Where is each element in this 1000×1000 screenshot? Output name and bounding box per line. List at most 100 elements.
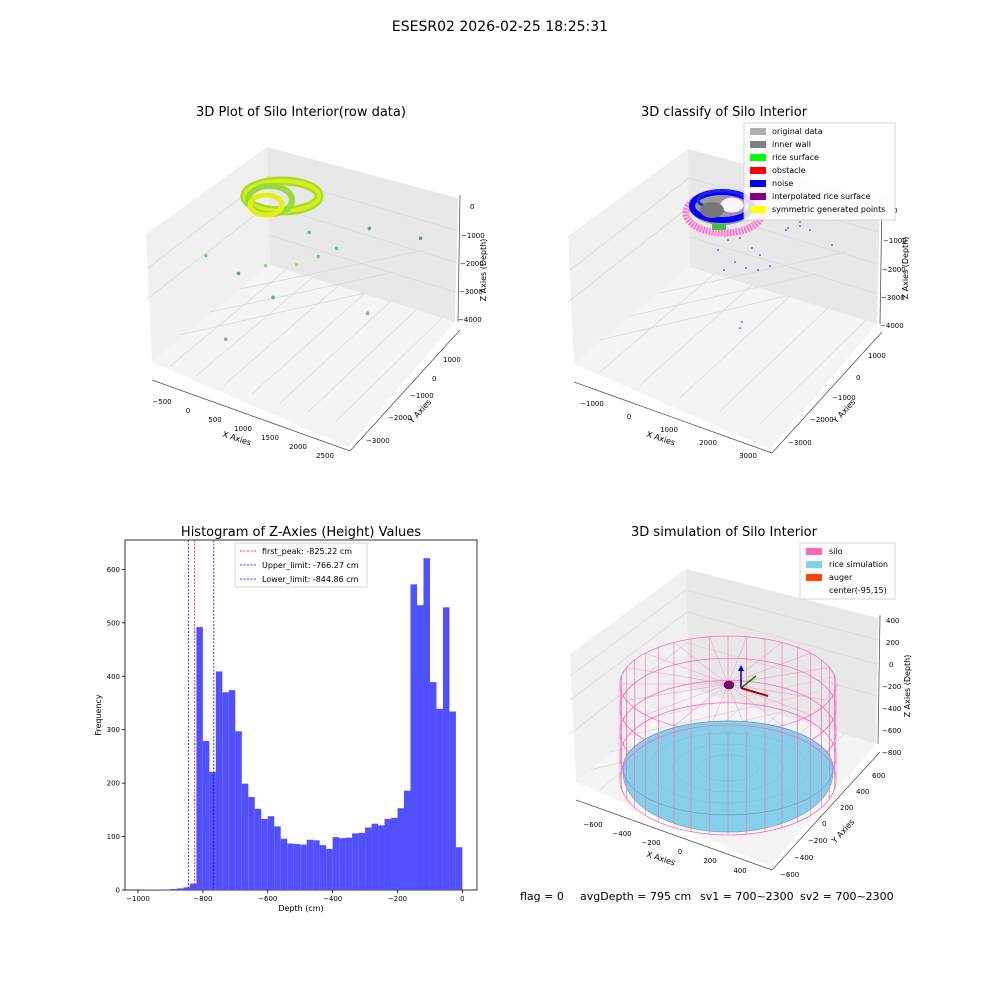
raw-scatter-point (365, 311, 370, 316)
classify-x-tick: 0 (627, 413, 631, 421)
classify-legend-label: inner wall (772, 140, 811, 149)
classify-noise-point (751, 247, 753, 249)
sim-z-tick: 200 (886, 639, 899, 647)
hist-x-tick-label: −800 (193, 895, 212, 903)
hist-bar (274, 826, 281, 890)
hist-legend-label: Lower_limit: -844.86 cm (262, 575, 359, 584)
footer-sv2: sv2 = 700~2300 (800, 890, 894, 903)
sim-silo-ring-front (619, 657, 837, 709)
hist-bar (384, 818, 392, 890)
hist-bar (241, 783, 249, 890)
raw-scatter-point (224, 337, 228, 342)
hist-y-tick-label: 400 (107, 673, 120, 681)
hist-bar (287, 843, 294, 890)
sim-y-tick: −400 (794, 854, 813, 862)
sim-y-tick: 600 (872, 772, 885, 780)
raw-z-tick: −3000 (459, 288, 483, 296)
sim-z-tick: −800 (882, 749, 901, 757)
raw-scatter-point (204, 253, 208, 258)
classify-legend-label: obstacle (772, 166, 806, 175)
sim-silo-ring-front (619, 702, 837, 757)
hist-bar (378, 825, 385, 890)
hist-y-tick-label: 600 (107, 566, 120, 574)
classify-pane-floor (574, 267, 877, 449)
hist-x-label: Depth (cm) (278, 904, 323, 913)
classify-y-tick: 1000 (868, 352, 886, 360)
hist-title: Histogram of Z-Axies (Height) Values (181, 525, 421, 540)
hist-bar (163, 889, 171, 890)
raw-scatter-points (204, 226, 423, 342)
hist-bar (261, 818, 268, 890)
hist-bar (293, 844, 301, 890)
classify-legend-label: original data (772, 127, 823, 136)
raw-z-ticks: −4000 −3000 −2000 −1000 0 (458, 203, 485, 324)
classify-legend-swatch (750, 167, 766, 174)
classify-noise-point (799, 221, 801, 223)
classify-z-tick: −2000 (882, 266, 906, 274)
raw-scatter-point (316, 254, 321, 259)
classify-noise-point (739, 237, 741, 239)
classify-noise-point (757, 269, 759, 271)
hist-bar (436, 708, 443, 890)
sim-z-tick: −400 (882, 705, 901, 713)
hist-bar (144, 889, 151, 890)
sim-z-tick: −200 (882, 683, 901, 691)
hist-x-tick-label: 0 (460, 895, 464, 903)
raw-z-tick: −1000 (461, 232, 485, 240)
sim-x-axis (575, 799, 773, 871)
sim-pane-left (570, 569, 688, 782)
hist-bar (352, 833, 359, 890)
hist-x-ticks: −1000 −800 −600 −400 −200 0 (126, 890, 465, 903)
hist-bar (196, 627, 203, 890)
sim-legend-swatch (806, 548, 822, 555)
hist-bar (332, 837, 340, 890)
sim-legend-label: center(-95,15) (829, 586, 887, 595)
panel-raw-3d: 3D Plot of Silo Interior(row data) −500 (145, 105, 488, 460)
sim-z-tick: 0 (889, 661, 893, 669)
sim-legend: silo rice simulation auger center(-95,15… (799, 542, 896, 600)
classify-noise-point (723, 269, 725, 271)
hist-bar (423, 558, 430, 890)
hist-x-tick-label: −200 (388, 895, 407, 903)
raw-y-tick: −2000 (388, 414, 412, 422)
hist-bar (313, 840, 320, 890)
classify-noise-point (785, 229, 787, 231)
raw-y-ticks: −3000 −2000 −1000 0 1000 (366, 356, 461, 445)
sim-auger (723, 665, 769, 697)
hist-legend-label: Upper_limit: -766.27 cm (262, 561, 359, 570)
sim-auger-z-arrowhead (738, 665, 744, 671)
sim-y-tick: −600 (780, 871, 799, 879)
hist-y-tick-label: 300 (107, 726, 120, 734)
raw-x-tick: 500 (208, 416, 221, 424)
classify-y-tick: −1000 (832, 394, 856, 402)
sim-auger-y-arrow (740, 675, 757, 689)
classify-x-tick: 1000 (660, 426, 678, 434)
hist-bar (319, 845, 327, 890)
raw-y-axis (349, 329, 461, 452)
classify-x-tick: 3000 (739, 452, 757, 460)
sim-z-tick: −600 (882, 727, 901, 735)
sim-x-tick: −200 (641, 839, 660, 847)
raw-scatter-point (418, 236, 423, 240)
raw-y-label: Y Axies (406, 398, 433, 426)
classify-y-tick: 0 (856, 374, 860, 382)
sim-x-tick: −400 (612, 830, 631, 838)
hist-reference-lines (187, 540, 215, 890)
raw-scatter-point (307, 230, 312, 235)
classify-title: 3D classify of Silo Interior (641, 105, 808, 120)
classify-noise-point (727, 239, 729, 241)
panel-classify-3d: 3D classify of Silo Interior −1000 0 100… (567, 105, 910, 460)
sim-silo-ring-front (619, 680, 837, 733)
raw-x-axis (151, 379, 351, 452)
classify-z-tick: −1000 (883, 237, 907, 245)
classify-legend-swatch (750, 206, 766, 213)
raw-z-tick: −4000 (458, 316, 482, 324)
classify-legend-swatch (750, 180, 766, 187)
raw-z-tick: 0 (470, 203, 474, 211)
classify-noise-point (759, 254, 761, 256)
classify-legend-label: noise (772, 179, 793, 188)
raw-x-tick: −500 (152, 398, 171, 406)
raw-scatter-point (367, 226, 372, 231)
sim-silo-roof-wire (709, 636, 729, 685)
raw-x-tick: 2500 (316, 452, 334, 460)
